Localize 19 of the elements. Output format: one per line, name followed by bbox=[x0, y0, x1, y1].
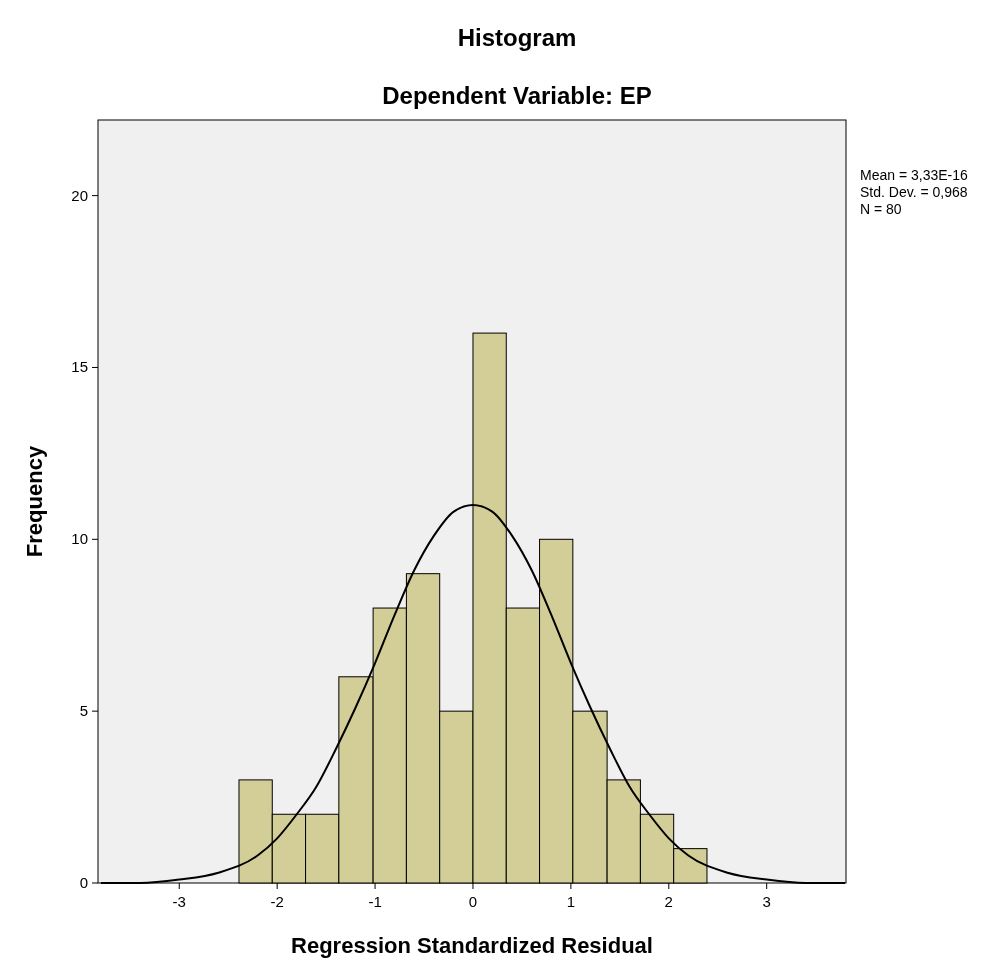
x-tick-label: -1 bbox=[368, 893, 382, 910]
x-tick-label: 0 bbox=[468, 893, 478, 910]
x-axis-title: Regression Standardized Residual bbox=[291, 933, 653, 958]
x-tick-label: -2 bbox=[270, 893, 284, 910]
chart-subtitle: Dependent Variable: EP bbox=[382, 82, 652, 109]
text: Std. Dev. = 0,968 bbox=[860, 184, 968, 200]
y-tick-label: 20 bbox=[71, 186, 88, 204]
y-tick-label: 15 bbox=[71, 358, 88, 376]
y-tick-label: 0 bbox=[79, 874, 88, 891]
x-tick-label: 2 bbox=[664, 893, 673, 910]
y-tick-label: 10 bbox=[71, 530, 88, 548]
text: N = 80 bbox=[860, 201, 902, 217]
y-tick-label: 5 bbox=[79, 702, 88, 720]
x-tick-label: 3 bbox=[762, 893, 771, 910]
chart-title: Histogram bbox=[457, 24, 577, 51]
x-tick-label: 1 bbox=[566, 893, 576, 910]
y-axis-title: Frequency bbox=[22, 445, 47, 558]
x-tick-label: -3 bbox=[172, 893, 186, 910]
text: Mean = 3,33E-16 bbox=[860, 167, 969, 183]
